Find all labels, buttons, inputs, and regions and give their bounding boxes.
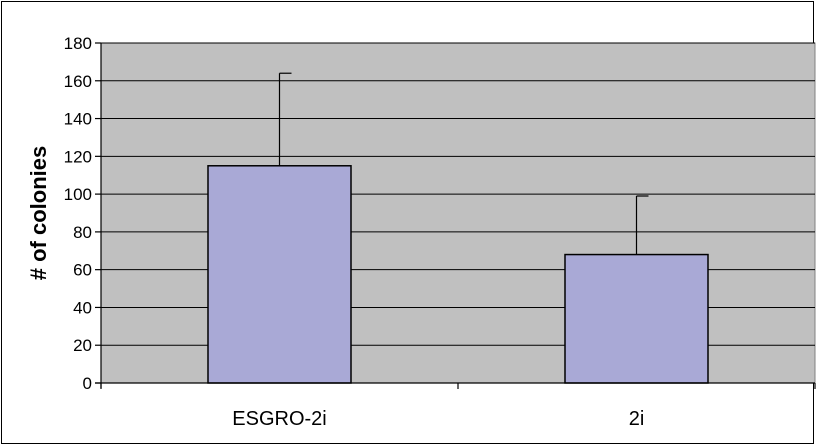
x-tick-label: ESGRO-2i <box>232 408 326 430</box>
y-tick-label: 40 <box>73 298 92 317</box>
bar <box>564 253 709 384</box>
y-tick-label: 100 <box>64 185 92 204</box>
y-tick-label: 80 <box>73 223 92 242</box>
bar <box>207 165 352 384</box>
y-tick-label: 160 <box>64 72 92 91</box>
y-axis-title: # of colonies <box>26 146 51 280</box>
y-tick-label: 20 <box>73 336 92 355</box>
error-bars <box>278 72 649 255</box>
y-tick-label: 140 <box>64 110 92 129</box>
x-tick-label: 2i <box>629 408 645 430</box>
y-tick-label: 120 <box>64 147 92 166</box>
y-tick-label: 60 <box>73 261 92 280</box>
x-tick-labels: ESGRO-2i 2i <box>232 408 644 430</box>
y-tick-label: 0 <box>83 374 92 393</box>
y-tick-label: 180 <box>64 34 92 53</box>
axes <box>95 42 816 389</box>
bars <box>207 165 709 384</box>
y-tick-labels: 0 20 40 60 80 100 120 140 160 180 <box>64 34 92 393</box>
